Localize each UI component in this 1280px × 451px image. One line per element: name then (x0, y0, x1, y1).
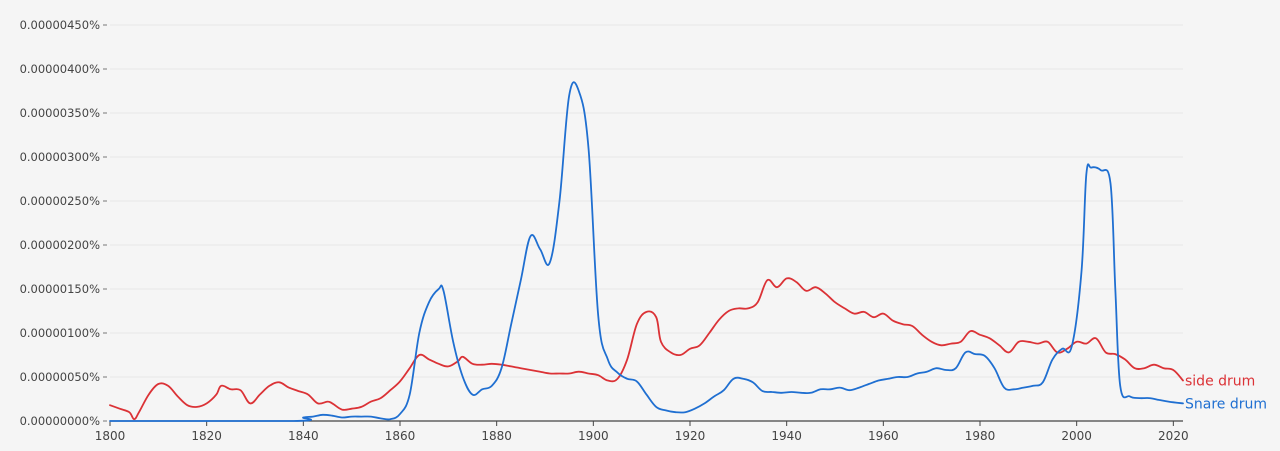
x-tick-label: 1980 (965, 429, 996, 443)
y-tick-label: 0.00000250% (20, 194, 101, 208)
y-axis-ticks: 0.00000450% 0.00000400% 0.00000350% 0.00000… (20, 18, 107, 428)
x-tick-label: 1920 (675, 429, 706, 443)
x-tick-label: 2000 (1061, 429, 1092, 443)
series-line-snare-drum[interactable] (109, 81, 1184, 422)
x-tick-label: 1900 (578, 429, 609, 443)
y-tick-label: 0.00000150% (20, 282, 101, 296)
x-tick-label: 1820 (191, 429, 222, 443)
y-tick-label: 0.00000300% (20, 150, 101, 164)
series-lines (109, 81, 1184, 422)
x-tick-label: 1800 (95, 429, 126, 443)
x-tick-label: 1880 (481, 429, 512, 443)
series-labels: side drum Snare drum (1185, 374, 1267, 413)
series-line-side-drum[interactable] (109, 277, 1184, 421)
y-tick-label: 0.00000200% (20, 238, 101, 252)
y-tick-label: 0.00000450% (20, 18, 101, 32)
x-tick-label: 1860 (385, 429, 416, 443)
y-tick-label: 0.00000000% (20, 414, 101, 428)
x-axis: 1800 1820 1840 1860 1880 1900 1920 1940 1960 1980… (95, 420, 1189, 443)
gridlines (110, 24, 1183, 378)
x-tick-label: 1940 (771, 429, 802, 443)
y-tick-label: 0.00000350% (20, 106, 101, 120)
x-tick-label: 1840 (288, 429, 319, 443)
x-tick-label: 1960 (868, 429, 899, 443)
y-tick-label: 0.00000400% (20, 62, 101, 76)
y-tick-label: 0.00000050% (20, 370, 101, 384)
x-tick-label: 2020 (1158, 429, 1189, 443)
series-label-side-drum: side drum (1185, 374, 1255, 390)
y-tick-label: 0.00000100% (20, 326, 101, 340)
series-label-snare-drum: Snare drum (1185, 396, 1267, 412)
